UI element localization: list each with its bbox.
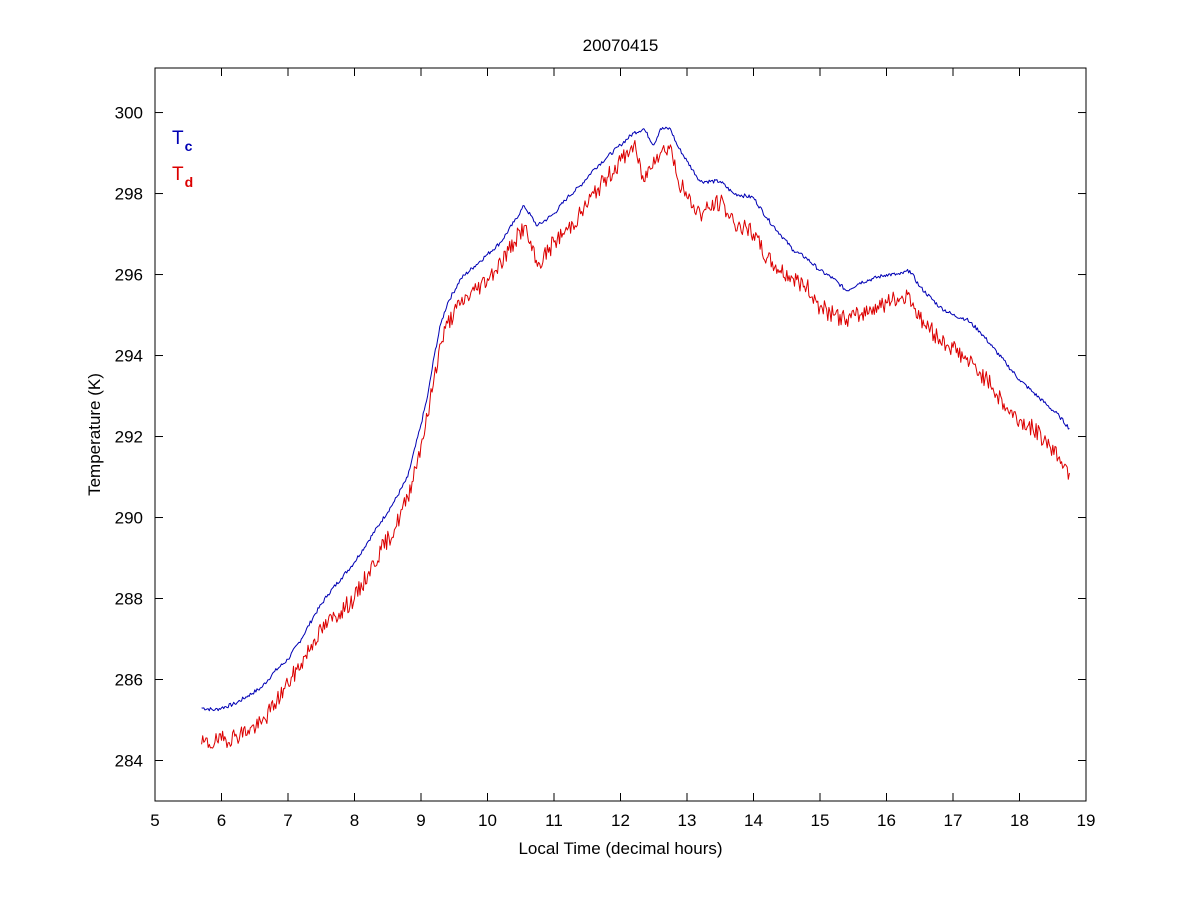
y-axis-title: Temperature (K) bbox=[85, 373, 104, 496]
x-tick-label: 6 bbox=[217, 811, 226, 830]
series-layer bbox=[201, 126, 1070, 749]
x-tick-label: 8 bbox=[350, 811, 359, 830]
y-tick-label: 298 bbox=[115, 185, 143, 204]
x-tick-label: 19 bbox=[1077, 811, 1096, 830]
legend-label-tc: T bbox=[172, 128, 184, 149]
legend-subscript-td: d bbox=[185, 174, 194, 190]
y-tick-label: 300 bbox=[115, 104, 143, 123]
x-tick-label: 7 bbox=[283, 811, 292, 830]
x-tick-label: 9 bbox=[416, 811, 425, 830]
x-tick-label: 5 bbox=[150, 811, 159, 830]
series-line-c bbox=[201, 126, 1070, 712]
x-axis-ticks: 5 6 7 8 9 10 11 12 13 14 15 16 17 18 19 bbox=[150, 68, 1095, 830]
y-axis-ticks: 284 286 288 290 292 294 296 298 300 bbox=[115, 104, 1086, 771]
plot-area bbox=[154, 67, 1087, 802]
x-tick-label: 14 bbox=[744, 811, 763, 830]
legend-subscript-tc: c bbox=[185, 138, 193, 154]
y-tick-label: 290 bbox=[115, 509, 143, 528]
y-tick-label: 284 bbox=[115, 752, 143, 771]
legend-entry-tc: Tc bbox=[172, 128, 193, 154]
y-tick-label: 292 bbox=[115, 428, 143, 447]
x-tick-label: 17 bbox=[944, 811, 963, 830]
y-tick-label: 288 bbox=[115, 590, 143, 609]
x-tick-label: 12 bbox=[611, 811, 630, 830]
series-line-d bbox=[201, 140, 1070, 749]
x-tick-label: 18 bbox=[1010, 811, 1029, 830]
x-tick-label: 16 bbox=[877, 811, 896, 830]
y-tick-label: 294 bbox=[115, 347, 143, 366]
legend-label-td: T bbox=[172, 164, 184, 185]
chart-title: 20070415 bbox=[583, 36, 659, 55]
x-tick-label: 15 bbox=[811, 811, 830, 830]
legend-entry-td: Td bbox=[172, 164, 193, 190]
y-tick-label: 286 bbox=[115, 671, 143, 690]
x-tick-label: 10 bbox=[478, 811, 497, 830]
y-tick-label: 296 bbox=[115, 266, 143, 285]
x-tick-label: 13 bbox=[678, 811, 697, 830]
x-tick-label: 11 bbox=[545, 811, 563, 830]
legend: Tc Td bbox=[172, 128, 193, 190]
x-axis-title: Local Time (decimal hours) bbox=[518, 839, 722, 858]
